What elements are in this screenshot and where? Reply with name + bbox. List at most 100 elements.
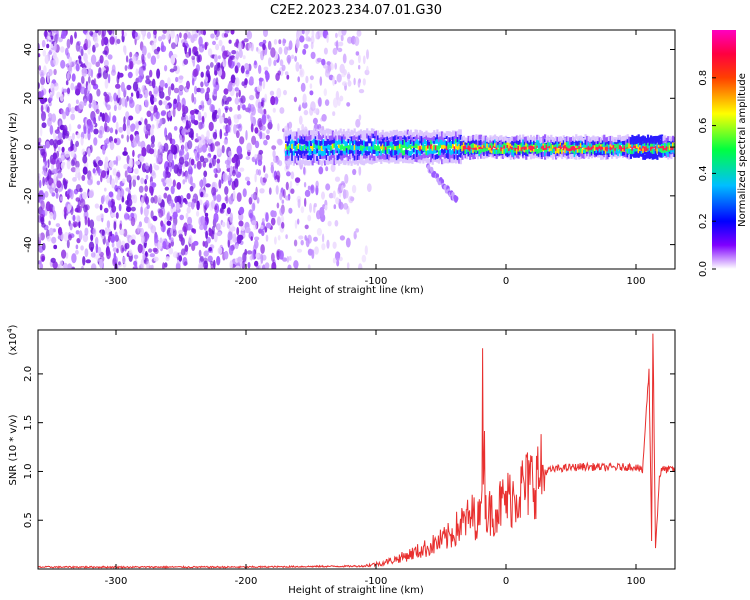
spectrogram-noise-cell bbox=[358, 89, 365, 94]
spectrogram-band-cell bbox=[589, 148, 592, 154]
spectrogram-band-cell bbox=[625, 139, 628, 145]
spectrogram-noise-cell bbox=[210, 104, 216, 113]
spectrogram-band-cell bbox=[567, 146, 570, 152]
spectrogram-noise-cell bbox=[135, 134, 140, 144]
spectrogram-noise-cell bbox=[106, 249, 111, 260]
spectrogram-band-cell bbox=[442, 136, 445, 142]
spectrogram-noise-cell bbox=[158, 99, 163, 106]
spectrogram-band-cell bbox=[628, 149, 631, 155]
spectrogram-band-cell bbox=[411, 132, 414, 138]
spectrogram-noise-cell bbox=[219, 208, 225, 214]
spectrogram-noise-cell bbox=[196, 200, 200, 211]
spectrogram-band-cell bbox=[617, 134, 620, 140]
spectrogram-band-cell bbox=[567, 143, 570, 149]
spectrogram-noise-cell bbox=[38, 176, 41, 182]
spectrogram-noise-cell bbox=[264, 93, 268, 103]
spectrogram-band-cell bbox=[540, 152, 543, 157]
spectrogram-noise-cell bbox=[185, 119, 189, 131]
spectrogram-band-cell bbox=[637, 152, 640, 157]
spectrogram-noise-cell bbox=[203, 260, 209, 269]
spectrogram-band-cell bbox=[352, 140, 355, 146]
spectrogram-noise-cell bbox=[206, 130, 210, 140]
spectrogram-band-cell bbox=[654, 145, 657, 151]
spectrogram-noise-cell bbox=[147, 52, 152, 59]
spectrogram-noise-cell bbox=[256, 265, 260, 269]
spectrogram-noise-cell bbox=[296, 248, 303, 253]
spectrogram-noise-cell bbox=[121, 30, 124, 37]
spectrogram-band-cell bbox=[578, 152, 581, 157]
spectrogram-band-cell bbox=[562, 145, 565, 150]
spectrogram-noise-cell bbox=[146, 110, 152, 118]
spectrogram-band-cell bbox=[556, 142, 559, 148]
spectrogram-band-cell bbox=[419, 158, 422, 164]
spectrogram-band-cell bbox=[367, 138, 370, 144]
spectrogram-noise-cell bbox=[295, 38, 300, 49]
spectrogram-band-cell bbox=[561, 137, 564, 143]
spectrogram-band-cell bbox=[607, 152, 611, 157]
spectrogram-noise-cell bbox=[291, 54, 295, 59]
spectrogram-noise-cell bbox=[38, 137, 42, 144]
spectrogram-noise-cell bbox=[192, 68, 198, 78]
spectrogram-band-cell bbox=[514, 150, 517, 156]
spectrogram-noise-cell bbox=[288, 207, 293, 214]
spectrogram-band-cell bbox=[487, 151, 490, 157]
spectrogram-noise-cell bbox=[251, 106, 256, 116]
spectrogram-noise-cell bbox=[257, 49, 262, 54]
spectrogram-noise-cell bbox=[307, 214, 312, 222]
spectrogram-band-cell bbox=[306, 160, 309, 166]
spectrogram-noise-cell bbox=[48, 227, 54, 236]
spectrogram-band-cell bbox=[386, 148, 389, 154]
spectrogram-band-cell bbox=[609, 148, 612, 154]
spectrogram-band-cell bbox=[430, 133, 433, 138]
spectrogram-band-cell bbox=[370, 133, 373, 139]
spectrogram-band-cell bbox=[427, 132, 430, 138]
spectrogram-band-cell bbox=[648, 140, 651, 146]
spectrogram-band-cell bbox=[626, 142, 629, 148]
spectrogram-band-cell bbox=[308, 140, 311, 146]
spectrogram-noise-cell bbox=[135, 160, 141, 165]
spectrogram-noise-cell bbox=[164, 65, 168, 72]
spectrogram-noise-cell bbox=[210, 33, 215, 39]
spectrogram-band-cell bbox=[306, 141, 309, 147]
spectrogram-noise-cell bbox=[99, 130, 103, 135]
spectrogram-noise-cell bbox=[241, 81, 246, 87]
snr-frame bbox=[37, 329, 676, 570]
spectrogram-band-cell bbox=[456, 137, 459, 142]
spectrogram-band-cell bbox=[450, 153, 453, 159]
spectrogram-band-cell bbox=[310, 149, 313, 155]
spectrogram-band-cell bbox=[656, 148, 659, 154]
spectrogram-band-cell bbox=[359, 129, 363, 135]
spectrogram-noise-cell bbox=[126, 84, 132, 91]
spectrogram-noise-cell bbox=[315, 180, 319, 189]
spectrogram-band-cell bbox=[437, 140, 441, 146]
spectrogram-noise-cell bbox=[190, 133, 194, 141]
spectrogram-band-cell bbox=[285, 136, 288, 142]
spectrogram-x-label: Height of straight line (km) bbox=[288, 285, 424, 296]
spectrogram-band-cell bbox=[306, 131, 309, 137]
spectrogram-noise-cell bbox=[364, 245, 368, 256]
spectrogram-noise-cell bbox=[115, 156, 119, 167]
spectrogram-noise-cell bbox=[223, 32, 229, 38]
spectrogram-noise-cell bbox=[82, 233, 89, 243]
spectrogram-noise-cell bbox=[210, 143, 213, 152]
spectrogram-band-cell bbox=[313, 154, 316, 160]
spectrogram-band-cell bbox=[289, 129, 292, 135]
spectrogram-noise-cell bbox=[39, 263, 44, 269]
spectrogram-noise-cell bbox=[335, 32, 338, 39]
spectrogram-band-cell bbox=[456, 141, 459, 147]
spectrogram-band-cell bbox=[286, 131, 289, 137]
spectrogram-noise-cell bbox=[279, 192, 283, 201]
spectrogram-band-cell bbox=[494, 141, 497, 147]
spectrogram-band-cell bbox=[593, 150, 597, 156]
spectrogram-band-cell bbox=[570, 145, 573, 151]
spectrogram-band-cell bbox=[609, 145, 612, 151]
spectrogram-noise-cell bbox=[134, 168, 139, 175]
spectrogram-band-cell bbox=[461, 143, 464, 149]
spectrogram-band-cell bbox=[573, 146, 576, 152]
spectrogram-noise-cell bbox=[323, 47, 328, 55]
spectrogram-band-cell bbox=[522, 139, 525, 145]
spectrogram-noise-cell bbox=[189, 224, 193, 230]
spectrogram-band-cell bbox=[537, 148, 540, 154]
spectrogram-band-cell bbox=[349, 158, 352, 164]
spectrogram-noise-cell bbox=[208, 121, 214, 132]
